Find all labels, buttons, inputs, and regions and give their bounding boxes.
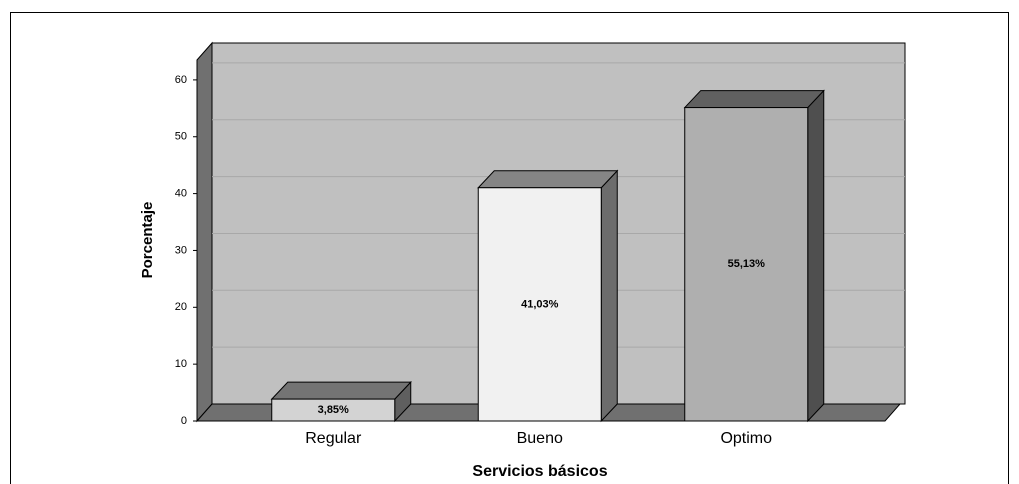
- y-tick-label: 30: [175, 244, 187, 256]
- x-tick-label: Bueno: [517, 430, 563, 447]
- y-tick-label: 40: [175, 188, 187, 200]
- plot-area: 0 10 20 30 40 50 60 3,85% Regular 41,03% Bueno 55,1…: [175, 41, 906, 447]
- bar-top: [683, 90, 825, 109]
- x-tick-label: Optimo: [720, 430, 772, 447]
- y-tick-label: 50: [175, 131, 187, 143]
- bar-top: [270, 381, 412, 400]
- data-label: 3,85%: [318, 404, 349, 416]
- y-tick-label: 10: [175, 358, 187, 370]
- data-label: 41,03%: [521, 298, 559, 310]
- data-label: 55,13%: [728, 258, 766, 270]
- y-tick-label: 0: [181, 415, 187, 427]
- x-axis-label: Servicios básicos: [472, 463, 607, 480]
- bar: [271, 398, 396, 422]
- bar-top: [477, 170, 619, 189]
- bar-side: [807, 89, 825, 423]
- left-wall: [196, 41, 213, 423]
- bar: [684, 107, 809, 422]
- y-axis-label: Porcentaje: [139, 202, 156, 279]
- x-tick-label: Regular: [305, 430, 362, 447]
- bar: [477, 187, 602, 422]
- y-tick-label: 60: [175, 74, 187, 86]
- y-tick-label: 20: [175, 301, 187, 313]
- bar-side: [600, 169, 618, 423]
